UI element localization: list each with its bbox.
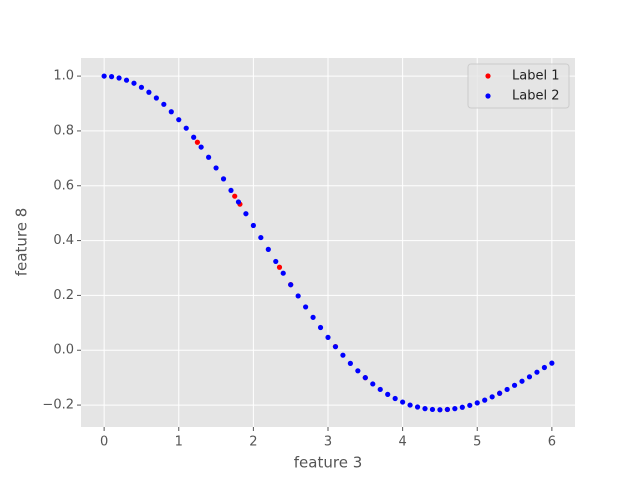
point	[183, 125, 189, 131]
point	[362, 375, 368, 381]
point	[541, 364, 548, 371]
point	[504, 386, 510, 393]
x-tick-label: 3	[324, 435, 332, 450]
point	[497, 390, 503, 396]
x-tick-label: 5	[473, 435, 481, 450]
point	[153, 95, 159, 101]
point	[400, 399, 406, 405]
point	[392, 395, 398, 402]
x-tick-label: 0	[100, 435, 108, 450]
point	[123, 77, 130, 83]
point	[161, 101, 167, 107]
y-tick-label: 0.8	[53, 123, 74, 138]
point	[355, 368, 361, 374]
point	[549, 360, 555, 366]
point	[273, 258, 279, 265]
point	[310, 314, 316, 320]
point	[385, 391, 391, 397]
point	[414, 404, 421, 410]
y-tick-label: 0.4	[53, 233, 74, 248]
point	[534, 369, 540, 375]
y-tick-label: 0.6	[53, 178, 74, 193]
y-axis-label: feature 8	[13, 208, 31, 276]
point	[176, 117, 182, 123]
point	[444, 406, 450, 413]
point	[489, 394, 495, 400]
x-tick-label: 6	[548, 435, 556, 450]
point	[228, 187, 234, 194]
y-tick-label: 0.2	[53, 288, 74, 303]
point	[280, 270, 286, 276]
point	[243, 211, 249, 217]
legend-label: Label 2	[512, 89, 559, 104]
x-tick-label: 1	[175, 435, 183, 450]
legend: Label 1 Label 2	[467, 63, 570, 109]
point	[295, 293, 301, 299]
point	[101, 73, 107, 79]
point	[467, 402, 473, 408]
point	[511, 382, 518, 388]
point	[108, 74, 115, 80]
point	[332, 344, 339, 350]
x-tick-label: 4	[398, 435, 406, 450]
point	[459, 404, 465, 410]
point	[317, 324, 324, 331]
point	[206, 154, 212, 160]
point	[303, 304, 309, 310]
point	[452, 406, 458, 412]
point	[370, 381, 376, 387]
y-tick-label: −0.2	[42, 398, 74, 413]
point	[276, 264, 283, 270]
x-tick-label: 2	[249, 435, 257, 450]
point	[422, 406, 428, 412]
point	[429, 406, 436, 413]
legend-marker	[485, 93, 491, 99]
point	[220, 176, 227, 182]
point	[250, 222, 256, 229]
point	[325, 334, 331, 340]
point	[377, 386, 383, 393]
point	[116, 75, 122, 81]
legend-box	[467, 63, 570, 109]
point	[526, 374, 533, 380]
y-tick-label: 0.0	[53, 343, 74, 358]
point	[138, 84, 145, 90]
point	[191, 134, 197, 140]
point	[198, 144, 204, 150]
point	[232, 193, 238, 199]
point	[258, 234, 264, 241]
point	[340, 352, 346, 358]
legend-label: Label 1	[512, 69, 559, 84]
point	[347, 360, 353, 366]
y-tick-label: 1.0	[53, 69, 74, 84]
point	[437, 407, 443, 413]
point	[194, 139, 201, 145]
point	[265, 246, 271, 252]
point	[474, 400, 480, 406]
point	[482, 397, 488, 403]
point	[407, 402, 413, 408]
point	[235, 199, 242, 205]
point	[288, 282, 294, 288]
point	[146, 89, 152, 95]
point	[519, 378, 525, 384]
point	[131, 80, 137, 86]
point	[168, 109, 174, 115]
x-axis-label: feature 3	[294, 454, 362, 472]
point	[213, 165, 219, 171]
legend-marker	[485, 73, 491, 79]
